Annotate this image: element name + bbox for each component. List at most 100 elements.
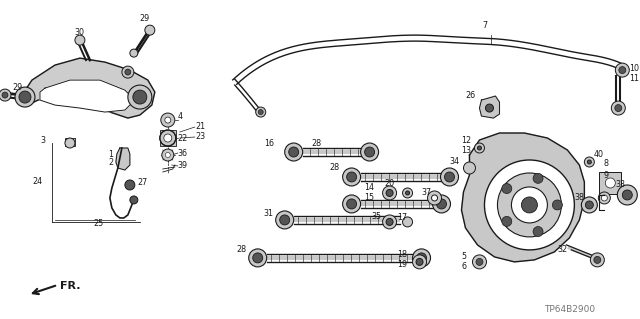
Text: 1: 1 bbox=[108, 150, 113, 159]
Circle shape bbox=[383, 215, 397, 229]
Circle shape bbox=[125, 69, 131, 75]
Text: 28: 28 bbox=[312, 138, 322, 147]
Circle shape bbox=[497, 173, 561, 237]
Text: 20: 20 bbox=[385, 180, 395, 189]
Circle shape bbox=[285, 143, 303, 161]
Circle shape bbox=[130, 49, 138, 57]
Polygon shape bbox=[479, 96, 499, 118]
Text: 25: 25 bbox=[93, 219, 103, 228]
Circle shape bbox=[476, 258, 483, 265]
Circle shape bbox=[619, 67, 626, 74]
Circle shape bbox=[445, 172, 454, 182]
Circle shape bbox=[417, 253, 426, 263]
Circle shape bbox=[342, 168, 360, 186]
Circle shape bbox=[161, 113, 175, 127]
Circle shape bbox=[533, 226, 543, 237]
Circle shape bbox=[133, 90, 147, 104]
Circle shape bbox=[342, 195, 360, 213]
Circle shape bbox=[249, 249, 267, 267]
Text: 38: 38 bbox=[574, 193, 584, 203]
Text: 31: 31 bbox=[264, 210, 274, 219]
Circle shape bbox=[440, 168, 458, 186]
Text: 36: 36 bbox=[178, 149, 188, 158]
Circle shape bbox=[2, 92, 8, 98]
Circle shape bbox=[463, 162, 476, 174]
Circle shape bbox=[360, 143, 379, 161]
Text: 12: 12 bbox=[461, 136, 472, 145]
Text: 16: 16 bbox=[264, 138, 274, 147]
Text: 29: 29 bbox=[140, 14, 150, 23]
Text: 11: 11 bbox=[629, 74, 639, 83]
Text: 39: 39 bbox=[178, 161, 188, 170]
Text: 17: 17 bbox=[397, 213, 408, 222]
Bar bbox=[160, 130, 176, 146]
Text: 10: 10 bbox=[629, 63, 639, 73]
Bar bbox=[65, 138, 75, 146]
Circle shape bbox=[594, 256, 601, 263]
Polygon shape bbox=[40, 80, 135, 112]
Circle shape bbox=[162, 149, 174, 161]
Circle shape bbox=[588, 160, 591, 164]
Text: 7: 7 bbox=[483, 21, 488, 30]
Circle shape bbox=[280, 215, 290, 225]
Text: 5: 5 bbox=[461, 252, 467, 261]
Circle shape bbox=[258, 109, 263, 115]
Text: 24: 24 bbox=[32, 177, 42, 187]
Circle shape bbox=[256, 107, 266, 117]
Circle shape bbox=[477, 146, 481, 150]
Text: 6: 6 bbox=[461, 263, 467, 271]
Text: TP64B2900: TP64B2900 bbox=[544, 305, 595, 314]
Text: 15: 15 bbox=[365, 193, 375, 203]
Circle shape bbox=[433, 195, 451, 213]
Circle shape bbox=[165, 152, 170, 158]
Polygon shape bbox=[461, 133, 584, 262]
Circle shape bbox=[581, 197, 597, 213]
Circle shape bbox=[615, 105, 622, 112]
Circle shape bbox=[502, 183, 512, 194]
Circle shape bbox=[165, 117, 171, 123]
Polygon shape bbox=[116, 148, 130, 170]
Circle shape bbox=[347, 172, 356, 182]
Circle shape bbox=[428, 191, 442, 205]
Circle shape bbox=[347, 199, 356, 209]
Circle shape bbox=[0, 89, 11, 101]
Circle shape bbox=[484, 160, 574, 250]
Circle shape bbox=[522, 197, 538, 213]
Text: 13: 13 bbox=[461, 145, 472, 154]
Bar bbox=[599, 172, 621, 194]
Text: 33: 33 bbox=[615, 181, 625, 189]
Text: 8: 8 bbox=[604, 160, 609, 168]
Text: FR.: FR. bbox=[60, 281, 81, 291]
Text: 18: 18 bbox=[397, 250, 408, 259]
Text: 29: 29 bbox=[12, 83, 22, 92]
Circle shape bbox=[403, 217, 413, 227]
Text: 23: 23 bbox=[196, 131, 206, 141]
Circle shape bbox=[128, 85, 152, 109]
Circle shape bbox=[552, 200, 563, 210]
Circle shape bbox=[533, 173, 543, 183]
Circle shape bbox=[431, 195, 438, 201]
Circle shape bbox=[145, 25, 155, 35]
Polygon shape bbox=[22, 58, 155, 118]
Circle shape bbox=[15, 87, 35, 107]
Circle shape bbox=[65, 138, 75, 148]
Circle shape bbox=[611, 101, 625, 115]
Text: 4: 4 bbox=[178, 112, 183, 121]
Text: 40: 40 bbox=[593, 150, 604, 159]
Circle shape bbox=[406, 191, 410, 195]
Circle shape bbox=[403, 188, 413, 198]
Circle shape bbox=[472, 255, 486, 269]
Circle shape bbox=[416, 258, 423, 265]
Circle shape bbox=[618, 185, 637, 205]
Text: 28: 28 bbox=[330, 164, 340, 173]
Circle shape bbox=[602, 195, 607, 201]
Circle shape bbox=[615, 63, 629, 77]
Circle shape bbox=[19, 91, 31, 103]
Circle shape bbox=[622, 190, 632, 200]
Circle shape bbox=[474, 143, 484, 153]
Circle shape bbox=[386, 219, 393, 226]
Text: 3: 3 bbox=[40, 136, 45, 145]
Circle shape bbox=[502, 216, 512, 226]
Text: 37: 37 bbox=[422, 189, 431, 197]
Text: 32: 32 bbox=[557, 245, 568, 254]
